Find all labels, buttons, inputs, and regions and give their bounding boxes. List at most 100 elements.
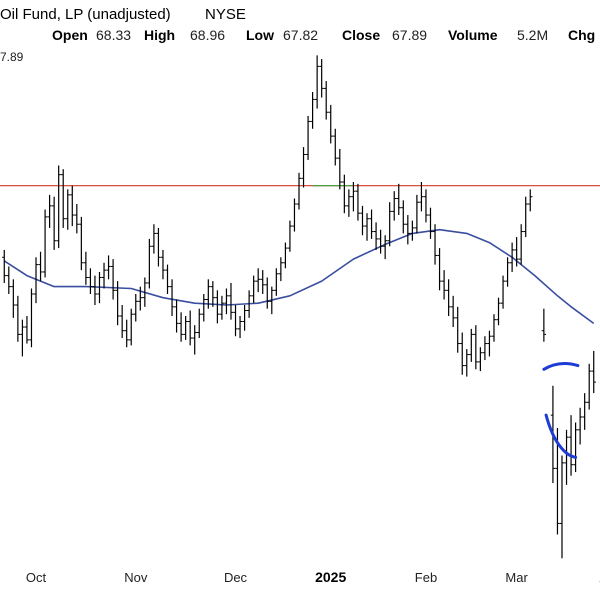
exchange-label: NYSE (205, 6, 246, 23)
x-tick-label: 2025 (315, 569, 346, 585)
ohlc-bar (541, 308, 547, 342)
ohlc-bar (56, 165, 61, 249)
ohlc-bar (464, 349, 469, 377)
ohlc-bar (432, 224, 438, 265)
close-value: 67.89 (392, 27, 427, 43)
ohlc-bar (337, 148, 343, 190)
ohlc-bar (70, 185, 75, 227)
ohlc-bar (187, 310, 193, 346)
ohlc-bar (242, 305, 247, 331)
ohlc-bar (269, 286, 274, 315)
ohlc-bar (473, 325, 479, 370)
last-price-label: 7.89 (0, 50, 24, 64)
ohlc-bar (142, 277, 148, 307)
ohlc-bar (292, 198, 297, 232)
ohlc-bar (410, 220, 415, 241)
ohlc-bar (169, 279, 175, 317)
low-label: Low (246, 27, 274, 43)
ohlc-bar (392, 191, 397, 221)
ohlc-bar (138, 286, 143, 311)
ohlc-bar (518, 224, 524, 265)
ohlc-bar (287, 220, 293, 252)
ohlc-bar (564, 429, 569, 485)
ohlc-bar (423, 189, 429, 223)
ohlc-bar (156, 227, 161, 267)
ohlc-bar (15, 295, 21, 342)
ohlc-bar (97, 271, 102, 304)
ohlc-bar (228, 282, 234, 320)
ohlc-bar (469, 328, 474, 362)
ohlc-bar (278, 257, 284, 282)
ohlc-bar (346, 189, 352, 217)
ohlc-bar (455, 306, 460, 353)
x-tick-label: Feb (415, 570, 437, 585)
ohlc-bar (2, 249, 7, 283)
ohlc-bar (441, 270, 447, 300)
annotation-arc-lower (544, 413, 578, 459)
ohlc-bar (591, 350, 596, 394)
x-tick-label: Nov (124, 570, 148, 585)
ohlc-bar (314, 55, 320, 109)
ohlc-bar (487, 330, 492, 357)
volume-value: 5.2M (517, 27, 548, 43)
ohlc-bar (405, 215, 411, 245)
ohlc-bar (333, 128, 338, 166)
ohlc-bar (6, 266, 12, 294)
ohlc-bar (514, 237, 519, 267)
ohlc-bar (360, 205, 365, 236)
ohlc-bar (106, 255, 111, 280)
ohlc-bar (582, 393, 587, 430)
ohlc-bar (246, 290, 252, 318)
ohlc-bar (20, 319, 25, 357)
high-label: High (144, 27, 175, 43)
ohlc-bar (419, 182, 424, 212)
ohlc-bar (29, 288, 34, 348)
ohlc-bar (450, 295, 456, 328)
ohlc-bar (378, 229, 383, 254)
annotation-arc-upper (542, 362, 580, 371)
ohlc-bar (437, 248, 442, 291)
ohlc-bar (233, 305, 238, 337)
ohlc-bar (224, 288, 229, 315)
x-tick-label: Oct (26, 570, 47, 585)
volume-label: Volume (448, 27, 498, 43)
ohlc-bar (24, 316, 30, 344)
ohlc-bar (319, 59, 324, 98)
ohlc-bar (568, 415, 574, 476)
ohlc-bar (183, 316, 188, 340)
ohlc-bar (586, 363, 592, 410)
ohlc-bar (523, 196, 528, 238)
ohlc-bar (559, 455, 565, 559)
ohlc-bar (505, 257, 510, 287)
ohlc-bar (215, 290, 220, 324)
ohlc-bar (274, 268, 279, 296)
ohlc-bar (83, 251, 89, 285)
annotation-layer (542, 362, 580, 459)
ohlc-bar (178, 312, 184, 342)
ohlc-bar (509, 242, 515, 272)
ohlc-bar (174, 299, 179, 333)
ohlc-bar (364, 213, 370, 241)
ohlc-bar (210, 281, 216, 307)
ohlc-bars-layer (2, 55, 596, 559)
ohlc-bar (192, 325, 197, 355)
ohlc-bar (283, 242, 288, 269)
ohlc-bar (124, 319, 129, 348)
ohlc-bar (373, 222, 379, 250)
ohlc-bar (74, 204, 80, 234)
ohlc-bar (414, 194, 420, 234)
ohlc-bar (446, 279, 451, 317)
ohlc-bar (201, 293, 206, 322)
ohlc-bar (401, 200, 406, 234)
ohlc-bar (573, 422, 578, 473)
ohlc-bar (260, 270, 265, 294)
open-value: 68.33 (96, 27, 131, 43)
x-tick-label: Dec (224, 570, 248, 585)
ohlc-bar (133, 293, 138, 322)
ohlc-bar (355, 183, 361, 221)
ohlc-bar (305, 115, 311, 160)
ohlc-bar (478, 347, 483, 372)
ohlc-bar (491, 314, 497, 342)
ohlc-bar (51, 196, 57, 250)
